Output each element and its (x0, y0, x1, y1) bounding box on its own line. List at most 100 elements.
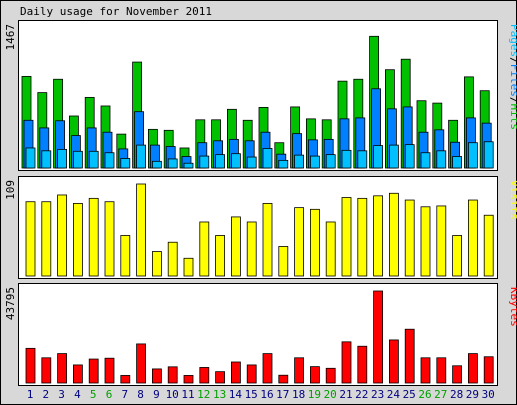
x-tick-label-day-7: 7 (121, 388, 128, 401)
legend-entry-hits: Hits (508, 104, 517, 131)
series-kbytes (25, 290, 494, 384)
x-tick-label-day-1: 1 (27, 388, 34, 401)
x-tick-label-day-25: 25 (403, 388, 416, 401)
x-tick-label-day-29: 29 (466, 388, 479, 401)
bar-visits-day-10 (167, 241, 178, 277)
bar-pages-day-23 (373, 145, 384, 169)
x-tick-label-day-28: 28 (450, 388, 463, 401)
x-tick-label-day-8: 8 (137, 388, 144, 401)
bar-visits-day-13 (215, 235, 226, 277)
bar-pages-day-2 (41, 150, 52, 169)
series-visits (25, 183, 494, 277)
bar-kbytes-day-19 (309, 366, 320, 384)
bar-pages-day-15 (246, 156, 257, 169)
bar-pages-day-4 (73, 150, 83, 169)
bar-visits-day-28 (452, 235, 463, 277)
bar-visits-day-27 (436, 205, 447, 277)
bar-pages-day-21 (341, 149, 352, 169)
bar-visits-day-6 (104, 201, 115, 277)
kbytes-panel: 43795 KBytes (4, 283, 517, 386)
bar-kbytes-day-1 (25, 347, 36, 384)
x-tick-label-day-24: 24 (387, 388, 401, 401)
x-tick-label-day-14: 14 (229, 388, 243, 401)
bar-pages-day-14 (230, 153, 241, 169)
x-tick-label-day-27: 27 (434, 388, 447, 401)
bar-pages-day-29 (467, 142, 478, 169)
bar-pages-day-30 (483, 141, 494, 169)
legend-entry-pages: Pages (508, 24, 517, 57)
bar-kbytes-day-28 (452, 365, 463, 384)
bar-kbytes-day-9 (151, 368, 162, 384)
x-tick-label-day-13: 13 (213, 388, 226, 401)
bar-kbytes-day-16 (262, 353, 273, 384)
bar-kbytes-day-20 (325, 367, 336, 384)
bar-pages-day-10 (167, 158, 178, 169)
bar-kbytes-day-26 (420, 357, 431, 384)
bar-kbytes-day-24 (388, 339, 399, 384)
bar-pages-day-25 (404, 144, 415, 169)
bar-pages-day-11 (183, 162, 194, 169)
bar-kbytes-day-5 (88, 358, 99, 384)
x-tick-label-day-9: 9 (153, 388, 160, 401)
bar-visits-day-9 (151, 251, 162, 277)
bar-visits-day-7 (120, 235, 131, 277)
bar-pages-day-18 (294, 154, 305, 169)
legend-entry-visits: Visits (508, 180, 517, 220)
bar-kbytes-day-6 (104, 357, 115, 384)
bar-pages-day-8 (136, 144, 147, 169)
bar-kbytes-day-18 (294, 357, 305, 384)
bar-pages-day-16 (262, 148, 273, 169)
legend-separator: / (508, 97, 517, 104)
chart-title: Daily usage for November 2011 (20, 5, 212, 18)
bar-visits-day-22 (357, 197, 368, 277)
bar-visits-day-14 (230, 216, 241, 277)
bar-pages-day-27 (436, 150, 447, 169)
bar-kbytes-day-7 (120, 375, 131, 384)
bar-kbytes-day-29 (467, 353, 478, 384)
x-tick-label-day-11: 11 (181, 388, 194, 401)
series-pages (25, 141, 494, 169)
hits-panel-legend: Pages/Files/Hits (508, 24, 517, 130)
bar-visits-day-11 (183, 257, 194, 277)
bar-visits-day-26 (420, 206, 431, 277)
bar-visits-day-3 (57, 194, 67, 277)
visits-panel-max-label: 109 (4, 180, 17, 200)
bar-pages-day-19 (309, 155, 320, 169)
bar-kbytes-day-13 (215, 371, 226, 384)
x-tick-label-day-18: 18 (292, 388, 305, 401)
bar-visits-day-2 (41, 201, 52, 277)
x-tick-label-day-10: 10 (166, 388, 179, 401)
bar-visits-day-24 (388, 192, 399, 277)
legend-entry-files: Files (508, 64, 517, 97)
x-tick-label-day-5: 5 (90, 388, 97, 401)
bar-kbytes-day-8 (136, 343, 147, 384)
bar-visits-day-20 (325, 221, 336, 277)
bar-pages-day-24 (388, 144, 399, 169)
bar-visits-day-1 (25, 201, 36, 277)
bar-visits-day-21 (341, 197, 352, 277)
bar-kbytes-day-25 (404, 328, 415, 384)
bar-visits-day-4 (73, 203, 83, 277)
bar-visits-day-8 (136, 183, 147, 277)
bar-kbytes-day-27 (436, 357, 447, 384)
bar-kbytes-day-3 (57, 353, 67, 384)
bar-pages-day-5 (88, 150, 99, 169)
x-tick-label-day-3: 3 (58, 388, 65, 401)
bar-pages-day-13 (215, 154, 226, 169)
bar-visits-day-16 (262, 203, 273, 277)
x-tick-label-day-22: 22 (355, 388, 368, 401)
hits-panel-max-label: 1467 (4, 24, 17, 51)
x-tick-label-day-16: 16 (260, 388, 273, 401)
bar-pages-day-20 (325, 154, 336, 169)
x-tick-label-day-12: 12 (197, 388, 210, 401)
bar-kbytes-day-11 (183, 375, 194, 384)
x-tick-label-day-19: 19 (308, 388, 321, 401)
x-tick-label-day-17: 17 (276, 388, 289, 401)
bar-visits-day-19 (309, 208, 320, 277)
bar-kbytes-day-4 (73, 364, 83, 384)
bar-visits-day-23 (373, 195, 384, 277)
x-tick-label-day-30: 30 (482, 388, 495, 401)
bar-visits-day-17 (278, 246, 289, 277)
